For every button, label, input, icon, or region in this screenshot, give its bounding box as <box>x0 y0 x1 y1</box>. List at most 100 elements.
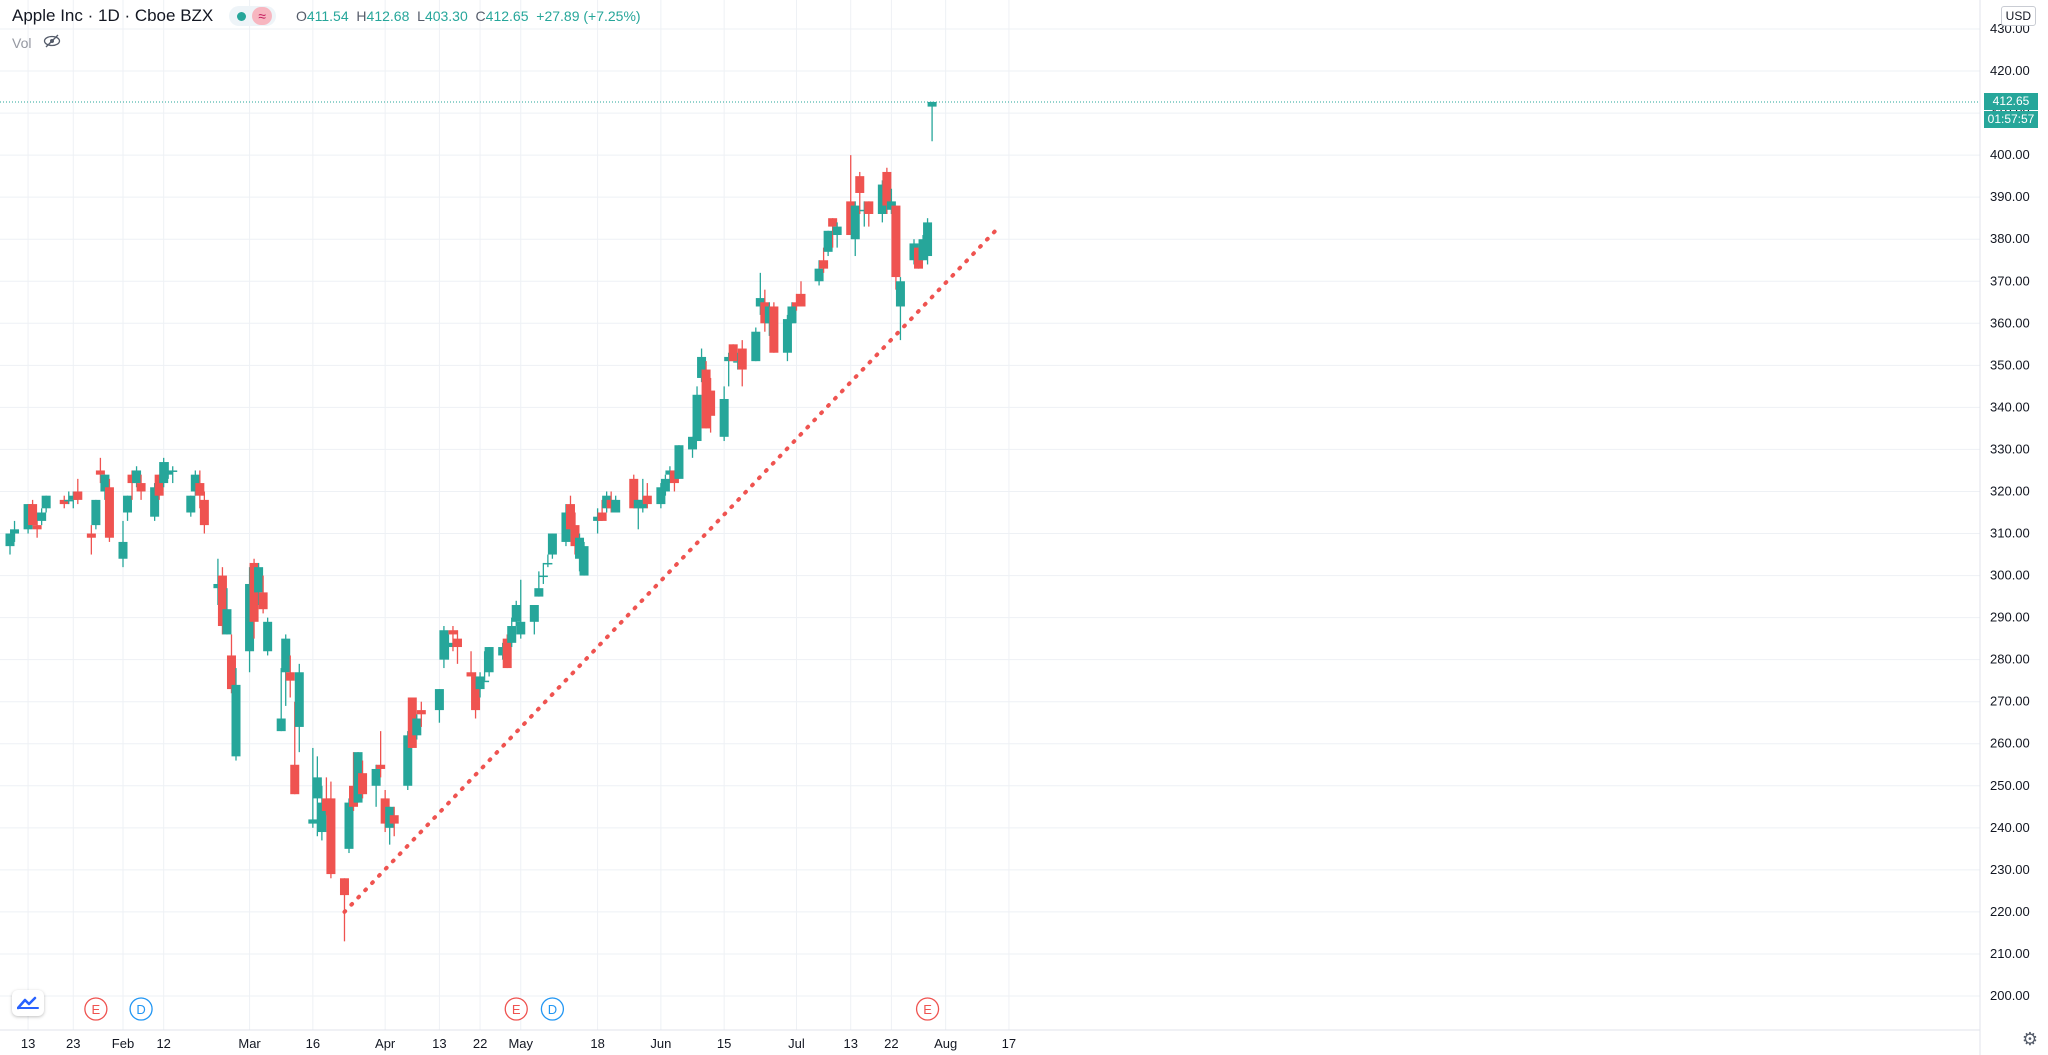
candle-body <box>611 499 621 513</box>
ohlc-values: O411.54 H412.68 L403.30 C412.65 +27.89 (… <box>296 8 641 24</box>
candle-body <box>796 293 806 307</box>
time-tick-label: 23 <box>66 1036 80 1051</box>
candle <box>249 558 259 639</box>
close-label: C <box>475 8 486 24</box>
candle <box>642 483 652 509</box>
candle <box>86 525 96 555</box>
candle <box>791 293 801 311</box>
candle-body <box>642 495 652 505</box>
candle-body <box>353 752 363 803</box>
candle <box>254 562 264 605</box>
price-tick-label: 200.00 <box>1990 988 2030 1003</box>
event-circle <box>504 997 528 1021</box>
candle <box>312 756 322 837</box>
candle-body <box>321 798 331 812</box>
trendline[interactable] <box>342 228 998 914</box>
candle-body <box>339 878 349 896</box>
time-tick-label: Apr <box>375 1036 396 1051</box>
time-tick-label: Feb <box>112 1036 134 1051</box>
time-tick-label: 13 <box>432 1036 446 1051</box>
price-tick-label: 220.00 <box>1990 904 2030 919</box>
candle-body <box>760 302 770 324</box>
candle-body <box>190 474 200 492</box>
earnings-event-marker[interactable]: E <box>504 997 528 1021</box>
candle <box>511 600 521 627</box>
candle <box>23 504 33 534</box>
volume-indicator[interactable]: Vol <box>12 34 61 51</box>
open-value: 411.54 <box>306 8 349 24</box>
candle-body <box>448 630 458 635</box>
candle-body <box>222 609 232 635</box>
price-tick-label: 260.00 <box>1990 736 2030 751</box>
event-circle <box>540 997 565 1021</box>
candle <box>706 377 716 433</box>
event-label: D <box>136 1002 145 1017</box>
price-tick-label: 280.00 <box>1990 652 2030 667</box>
candle <box>480 651 490 683</box>
candle-body <box>132 470 142 484</box>
candle <box>118 520 128 568</box>
candle <box>339 878 349 942</box>
price-tick-label: 380.00 <box>1990 231 2030 246</box>
price-tick-label: 340.00 <box>1990 399 2030 414</box>
trendline-layer[interactable] <box>342 228 998 914</box>
candle <box>782 314 792 362</box>
candle-body <box>516 621 526 635</box>
candle <box>5 533 15 555</box>
candle <box>276 668 286 732</box>
earnings-event-marker[interactable]: E <box>915 997 940 1021</box>
candle-body <box>787 306 797 324</box>
candle-body <box>751 331 761 362</box>
candle-body <box>290 764 300 795</box>
candle <box>231 668 241 761</box>
dividend-event-marker[interactable]: D <box>540 997 565 1021</box>
symbol-title[interactable]: Apple Inc · 1D · Cboe BZX <box>12 6 214 25</box>
candle-body <box>728 344 738 362</box>
last-price-tag: 412.65 <box>1984 92 2038 110</box>
settings-gear-icon[interactable]: ⚙ <box>2021 1029 2038 1049</box>
event-label: E <box>923 1002 932 1017</box>
candle <box>317 785 327 841</box>
candle-body <box>439 630 449 660</box>
candle-body <box>593 516 603 521</box>
candle <box>358 760 368 799</box>
candle-body <box>123 495 133 513</box>
candle <box>755 272 765 315</box>
candle <box>660 474 670 496</box>
candle <box>832 222 842 248</box>
dividend-event-marker[interactable]: D <box>129 997 153 1021</box>
candle <box>91 499 101 530</box>
candle <box>886 188 896 214</box>
candle-body <box>389 815 399 824</box>
currency-badge[interactable]: USD <box>2000 6 2036 26</box>
time-tick-label: 12 <box>156 1036 170 1051</box>
candle <box>389 806 399 837</box>
candle-body <box>755 298 765 307</box>
candle-body <box>480 680 490 683</box>
time-tick-label: Aug <box>934 1036 957 1051</box>
candle <box>570 512 580 555</box>
candle <box>507 617 517 648</box>
candle-body <box>529 604 539 622</box>
candle <box>498 642 508 660</box>
earnings-event-marker[interactable]: E <box>84 997 108 1021</box>
candle-body <box>511 604 521 622</box>
candle <box>434 689 444 723</box>
candle <box>132 466 142 488</box>
candle <box>285 655 295 698</box>
candle-body <box>638 499 648 509</box>
chart-header: Apple Inc · 1D · Cboe BZX ≈ O411.54 H412… <box>12 6 641 26</box>
candle <box>850 201 860 257</box>
market-status[interactable]: ≈ <box>229 6 276 26</box>
candle <box>195 470 205 509</box>
candle-body <box>543 562 553 565</box>
candle-body <box>538 575 548 578</box>
candle-body <box>471 676 481 711</box>
candle-body <box>199 499 209 526</box>
candle-body <box>828 218 838 227</box>
tradingview-logo-button[interactable] <box>12 990 44 1016</box>
eye-hidden-icon[interactable] <box>43 34 61 51</box>
candle <box>37 508 47 526</box>
